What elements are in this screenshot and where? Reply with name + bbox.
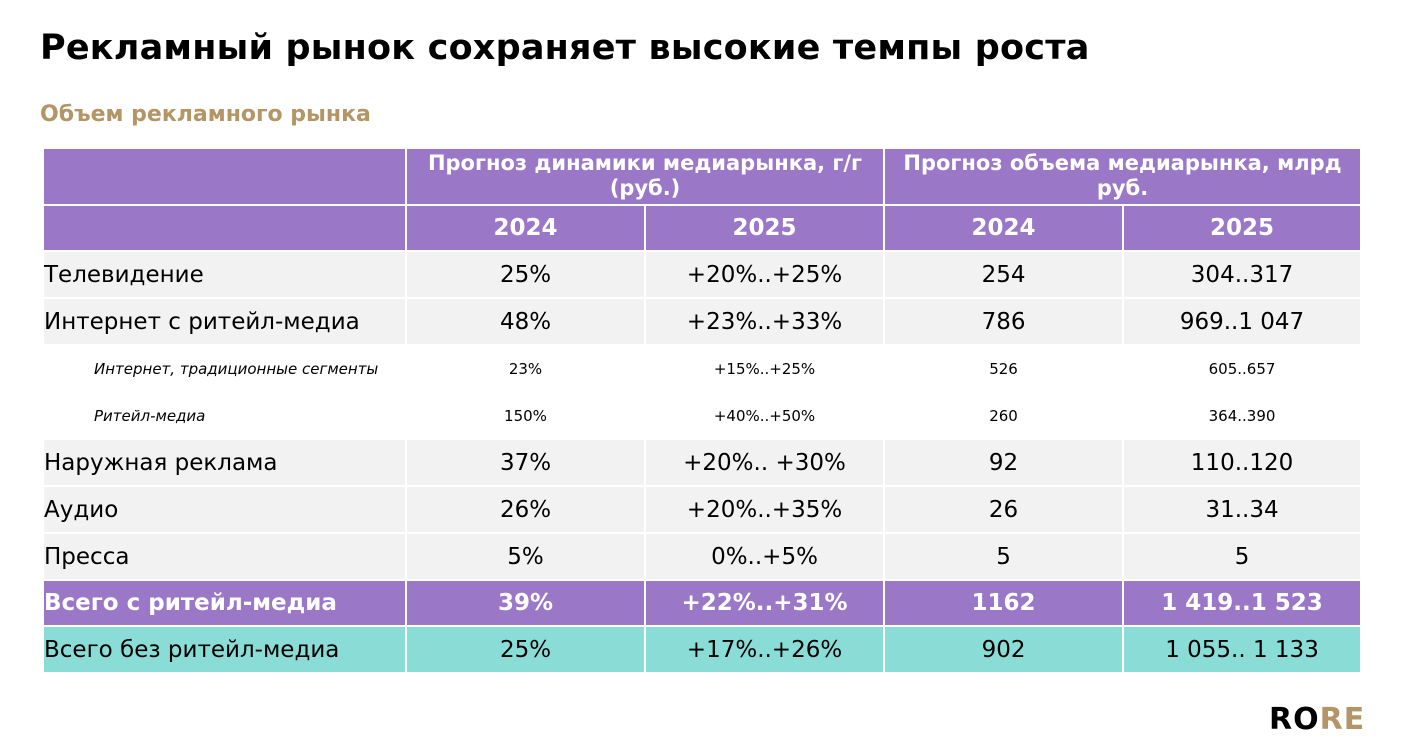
cell: 26%	[405, 485, 646, 534]
logo-part: RO	[1269, 702, 1320, 737]
title: Рекламный рынок сохраняет высокие темпы …	[40, 28, 1090, 68]
table-row: Интернет с ритейл-медиа 48% +23%..+33% 786 9…	[42, 297, 1363, 346]
cell: 605..657	[1122, 344, 1363, 393]
cell: 526	[883, 344, 1125, 393]
cell: 5	[1122, 532, 1363, 581]
row-label: Всего без ритейл-медиа	[42, 625, 407, 674]
cell: 31..34	[1122, 485, 1363, 534]
cell: 25%	[405, 250, 646, 299]
year-header: 2024	[405, 204, 646, 252]
year-header: 2025	[643, 204, 886, 252]
header-row: 2024 2025 2024 2025	[42, 204, 1363, 252]
table-row: Интернет, традиционные сегменты 23% +15%..…	[42, 344, 1363, 393]
table-row: Ритейл-медиа 150% +40%..+50% 260 364..390	[42, 391, 1363, 440]
cell: +20%..+25%	[643, 250, 886, 299]
row-label: Интернет с ритейл-медиа	[42, 297, 407, 346]
table-row: Телевидение 25% +20%..+25% 254 304..317	[42, 250, 1363, 299]
header-cell	[42, 147, 407, 206]
cell: 304..317	[1122, 250, 1363, 299]
cell: +40%..+50%	[643, 391, 886, 440]
cell: 39%	[405, 579, 646, 627]
row-label: Ритейл-медиа	[42, 391, 407, 440]
row-label: Пресса	[42, 532, 407, 581]
cell: 969..1 047	[1122, 297, 1363, 346]
year-header: 2024	[883, 204, 1125, 252]
table-row: Аудио 26% +20%..+35% 26 31..34	[42, 485, 1363, 534]
cell: 1162	[883, 579, 1125, 627]
header-cell	[42, 204, 407, 252]
cell: 1 419..1 523	[1122, 579, 1363, 627]
cell: +20%.. +30%	[643, 438, 886, 487]
market-table: Прогноз динамики медиарынка, г/г (руб.) П…	[42, 147, 1363, 674]
cell: +23%..+33%	[643, 297, 886, 346]
table-row: Всего с ритейл-медиа 39% +22%..+31% 1162 1 4…	[42, 579, 1363, 627]
cell: 364..390	[1122, 391, 1363, 440]
table-row: Наружная реклама 37% +20%.. +30% 92 110..120	[42, 438, 1363, 487]
cell: 5%	[405, 532, 646, 581]
table-row: Пресса 5% 0%..+5% 5 5	[42, 532, 1363, 581]
header-row: Прогноз динамики медиарынка, г/г (руб.) П…	[42, 147, 1363, 206]
cell: 110..120	[1122, 438, 1363, 487]
row-label: Телевидение	[42, 250, 407, 299]
cell: 48%	[405, 297, 646, 346]
cell: +22%..+31%	[643, 579, 886, 627]
cell: +20%..+35%	[643, 485, 886, 534]
row-label: Интернет, традиционные сегменты	[42, 344, 407, 393]
cell: 1 055.. 1 133	[1122, 625, 1363, 674]
cell: 92	[883, 438, 1125, 487]
cell: 5	[883, 532, 1125, 581]
subtitle: Объем рекламного рынка	[40, 102, 371, 127]
row-label: Аудио	[42, 485, 407, 534]
cell: 0%..+5%	[643, 532, 886, 581]
row-label: Наружная реклама	[42, 438, 407, 487]
cell: 37%	[405, 438, 646, 487]
group-header: Прогноз объема медиарынка, млрд руб.	[883, 147, 1363, 206]
cell: 254	[883, 250, 1125, 299]
table-row: Всего без ритейл-медиа 25% +17%..+26% 902 1 …	[42, 625, 1363, 674]
year-header: 2025	[1122, 204, 1363, 252]
cell: 786	[883, 297, 1125, 346]
cell: 25%	[405, 625, 646, 674]
cell: 260	[883, 391, 1125, 440]
cell: 26	[883, 485, 1125, 534]
group-header: Прогноз динамики медиарынка, г/г (руб.)	[404, 147, 886, 206]
logo-part: RE	[1319, 702, 1366, 737]
cell: 902	[883, 625, 1125, 674]
cell: +15%..+25%	[643, 344, 886, 393]
cell: 23%	[405, 344, 646, 393]
logo: RORE	[1269, 702, 1365, 737]
cell: 150%	[405, 391, 646, 440]
row-label: Всего с ритейл-медиа	[42, 579, 407, 627]
cell: +17%..+26%	[643, 625, 886, 674]
